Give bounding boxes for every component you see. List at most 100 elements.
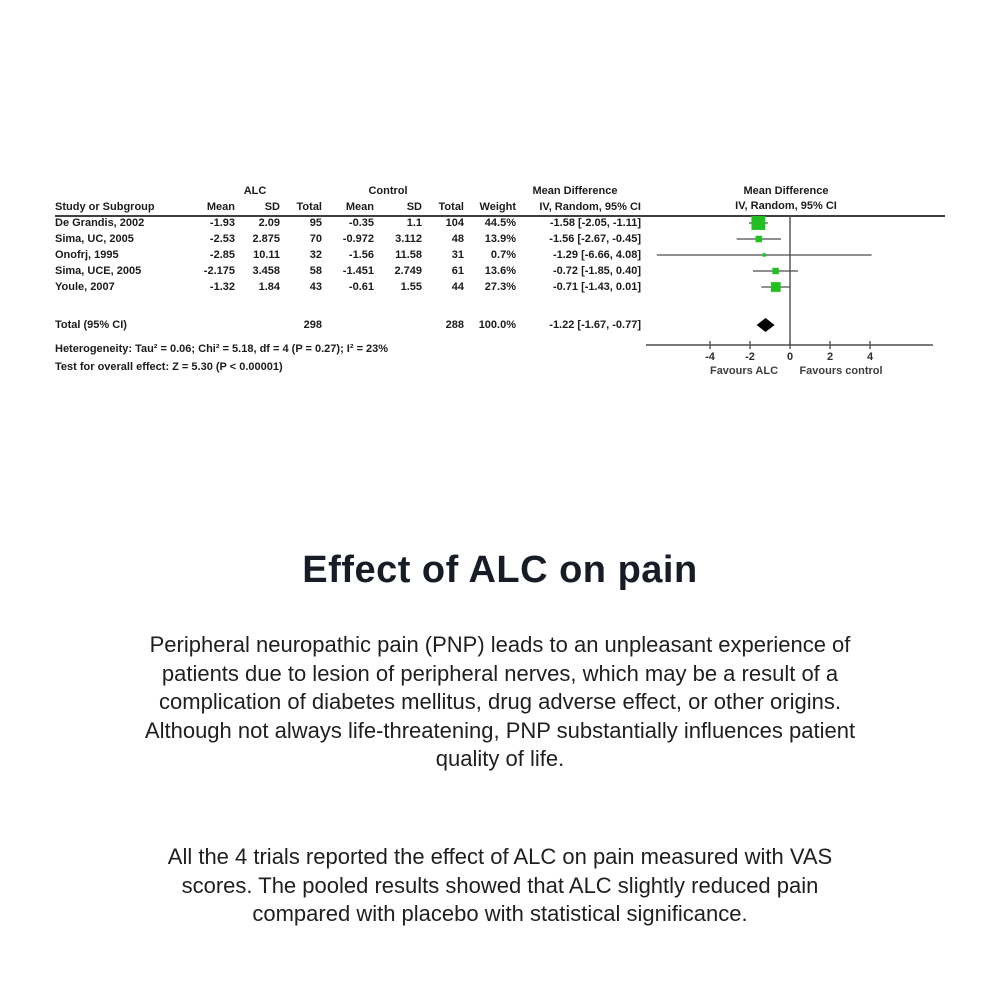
axis-tick-label: -4	[705, 351, 716, 363]
col-header-control-mean: Mean	[345, 200, 374, 213]
effect-square	[751, 216, 766, 230]
table-row: Onofrj, 1995 -2.85 10.11 32 -1.56 11.58 31 0.7%…	[55, 247, 641, 263]
table-row-cell: 95	[309, 217, 322, 229]
group-header-control: Control	[368, 185, 408, 197]
table-row-cell: 104	[445, 217, 464, 229]
table-row-cell: -2.53	[209, 233, 235, 245]
heterogeneity-text: Heterogeneity: Tau² = 0.06; Chi² = 5.18,…	[55, 343, 389, 355]
table-row-cell: 13.6%	[484, 265, 516, 277]
col-header-control-sd: SD	[406, 200, 422, 213]
table-row-cell: Onofrj, 1995	[55, 249, 119, 261]
axis-tick-label: 2	[827, 351, 833, 363]
table-row-cell: -1.56 [-2.67, -0.45]	[549, 233, 641, 245]
forest-table-body: De Grandis, 2002 -1.93 2.09 95 -0.35 1.1 104 44…	[55, 215, 641, 333]
table-row-cell: 31	[451, 249, 464, 261]
table-row: Sima, UCE, 2005 -2.175 3.458 58 -1.451 2.749 6…	[55, 263, 641, 279]
header-divider-line	[55, 215, 945, 217]
effect-square	[755, 235, 763, 243]
forest-plot-figure: ALC Control Mean Difference Mean Differe…	[55, 183, 945, 388]
effect-square	[762, 253, 766, 257]
table-row-cell: -2.175	[203, 265, 235, 277]
table-row-cell: -0.61	[348, 281, 374, 293]
paragraph-results: All the 4 trials reported the effect of …	[0, 843, 1000, 929]
favours-left-label: Favours ALC	[710, 365, 778, 377]
table-row-cell: -0.972	[342, 233, 374, 245]
spacer-row	[55, 295, 641, 317]
total-row-cell: -1.22 [-1.67, -0.77]	[549, 319, 641, 331]
paragraph-line: All the 4 trials reported the effect of …	[167, 844, 833, 869]
table-row-cell: 0.7%	[490, 249, 516, 261]
forest-plot-canvas: -4 -2 0 2 4 Favours ALC Favours control	[646, 215, 933, 377]
group-header-mean-difference-table: Mean Difference	[532, 185, 618, 197]
group-header-mean-difference-plot: Mean Difference	[743, 185, 829, 197]
axis-tick-label: 0	[787, 351, 793, 363]
table-row-cell: 32	[309, 249, 322, 261]
axis-tick-label: -2	[745, 351, 755, 363]
table-row-cell: -0.72 [-1.85, 0.40]	[552, 265, 641, 277]
forest-table: Study or Subgroup Mean SD Total Mean SD …	[55, 198, 641, 333]
paragraph-line: compared with placebo with statistical s…	[252, 901, 748, 927]
total-row-cell	[195, 317, 235, 333]
table-row: Sima, UC, 2005 -2.53 2.875 70 -0.972 3.112 48 1…	[55, 231, 641, 247]
favours-right-label: Favours control	[799, 365, 882, 377]
table-row-cell: -1.58 [-2.05, -1.11]	[549, 217, 641, 229]
table-row-cell: 61	[451, 265, 464, 277]
table-row-cell: 11.58	[395, 249, 422, 261]
table-row-cell: 48	[451, 233, 464, 245]
paragraph-line: Peripheral neuropathic pain (PNP) leads …	[149, 632, 851, 657]
table-row-cell: Sima, UC, 2005	[55, 233, 134, 245]
table-row-cell: 13.9%	[484, 233, 516, 245]
col-header-alc-mean: Mean	[206, 200, 235, 213]
table-row-cell: 43	[309, 281, 322, 293]
table-row-cell: -1.93	[209, 217, 235, 229]
total-row: Total (95% CI) 298 288 100.0% -1.22 [-1.67, …	[55, 317, 641, 333]
paragraph-line: complication of diabetes mellitus, drug …	[159, 689, 841, 715]
table-header-row: Study or Subgroup Mean SD Total Mean SD …	[55, 198, 641, 215]
effect-square	[772, 267, 779, 275]
table-row-cell: -1.56	[348, 249, 374, 261]
table-row-cell: 2.875	[252, 233, 280, 245]
table-row-cell: De Grandis, 2002	[55, 217, 145, 229]
table-row-cell: 27.3%	[484, 281, 516, 293]
total-row-cell	[374, 317, 422, 333]
table-row-cell: 70	[309, 233, 322, 245]
total-row-cell	[322, 317, 374, 333]
table-row-cell: 3.458	[252, 265, 280, 277]
overall-effect-text: Test for overall effect: Z = 5.30 (P < 0…	[55, 361, 283, 373]
table-row: Youle, 2007 -1.32 1.84 43 -0.61 1.55 44 27.3% -0…	[55, 279, 641, 295]
col-header-weight: Weight	[479, 200, 516, 213]
table-row-cell: 1.84	[258, 281, 280, 293]
table-row-cell: -1.32	[209, 281, 235, 293]
total-row-cell: 298	[303, 319, 322, 331]
table-row-cell: 2.749	[394, 265, 422, 277]
section-title: Effect of ALC on pain	[302, 549, 698, 591]
total-row-cell: 100.0%	[478, 319, 516, 331]
col-header-ci: IV, Random, 95% CI	[539, 200, 641, 213]
total-row-cell: Total (95% CI)	[55, 319, 127, 331]
table-row-cell: 44	[451, 281, 464, 293]
axis-tick-label: 4	[867, 351, 874, 363]
col-header-alc-sd: SD	[264, 200, 280, 213]
table-row-cell: -0.71 [-1.43, 0.01]	[552, 281, 641, 293]
table-row-cell: -2.85	[209, 249, 235, 261]
table-row-cell: -1.451	[342, 265, 374, 277]
col-header-study: Study or Subgroup	[55, 200, 155, 213]
effect-square	[770, 282, 781, 292]
paragraph-line: Although not always life-threatening, PN…	[144, 717, 856, 743]
group-header-alc: ALC	[243, 185, 267, 197]
table-row-cell: 1.1	[406, 217, 422, 229]
summary-diamond	[756, 318, 775, 332]
table-row-cell: 44.5%	[484, 217, 516, 229]
table-row-cell: 1.55	[400, 281, 422, 293]
col-header-control-total: Total	[438, 200, 464, 213]
table-row-cell: -1.29 [-6.66, 4.08]	[552, 249, 641, 261]
total-row-cell	[235, 317, 280, 333]
paragraph-line: quality of life.	[435, 746, 565, 772]
col-header-alc-total: Total	[296, 200, 322, 213]
table-row-cell: -0.35	[348, 217, 374, 229]
table-row-cell: 3.112	[395, 233, 422, 245]
paragraph-intro: Peripheral neuropathic pain (PNP) leads …	[0, 631, 1000, 774]
table-row-cell: 2.09	[258, 217, 280, 229]
table-row-cell: 58	[309, 265, 322, 277]
